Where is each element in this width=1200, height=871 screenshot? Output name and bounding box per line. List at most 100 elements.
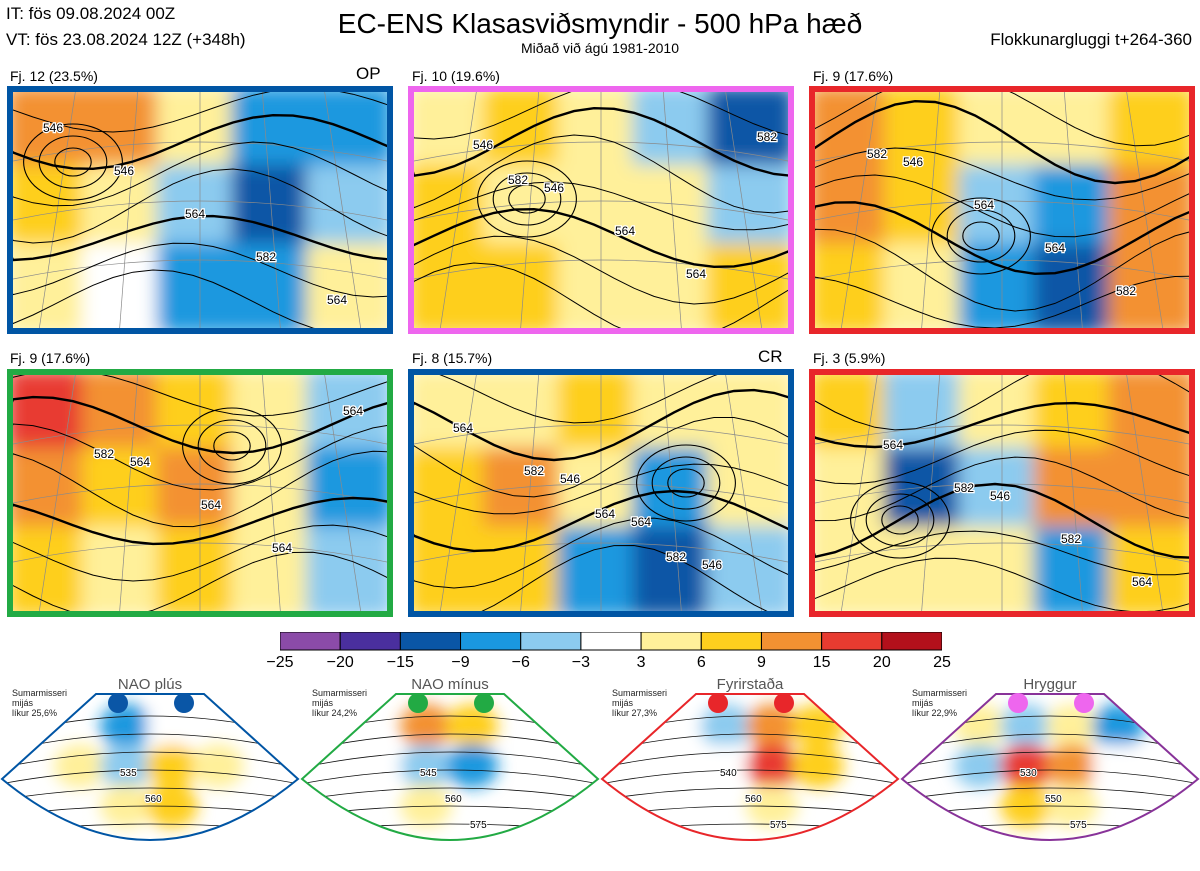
- regime-marker: [1008, 693, 1028, 713]
- colorbar-tick-label: 25: [933, 654, 951, 671]
- colorbar-tick-label: −20: [326, 654, 354, 671]
- closed-contour: [213, 431, 251, 461]
- height-contour: [815, 228, 1189, 312]
- regime-contour: [602, 769, 898, 785]
- classification-window: Flokkunargluggi t+264-360: [990, 30, 1192, 49]
- height-contour: [414, 388, 788, 462]
- contour-label: 582: [524, 464, 544, 478]
- init-time: IT: fös 09.08.2024 00Z: [6, 4, 176, 23]
- regime-nao-plus: NAO plús Sumarmisseri mijás líkur 25,6% …: [0, 676, 300, 871]
- regime-border: [600, 693, 900, 841]
- colorbar-tick-label: 3: [636, 654, 646, 671]
- colorbar-swatch: [580, 631, 642, 651]
- graticule-line: [921, 92, 941, 328]
- anomaly-cell: [707, 447, 788, 539]
- anomaly-cell: [815, 92, 896, 177]
- regime-marker: [708, 693, 728, 713]
- regime-contour: [602, 787, 898, 801]
- contour-label: 564: [343, 404, 363, 418]
- graticule-line: [439, 375, 477, 611]
- colorbar-swatch: [881, 631, 943, 651]
- regime-contour-label: 560: [745, 794, 762, 805]
- contour-label: 564: [272, 541, 292, 555]
- colorbar-swatch: [760, 631, 823, 651]
- height-contour: [13, 524, 387, 582]
- closed-contour: [931, 197, 1031, 275]
- height-contour: [13, 496, 387, 546]
- colorbar-tick-label: 15: [812, 654, 831, 671]
- graticule-line: [261, 92, 281, 328]
- contour-label: 582: [954, 481, 974, 495]
- cluster-map-2: 546 546 564 564 582 582: [408, 86, 794, 334]
- graticule-line: [840, 375, 878, 611]
- closed-contour: [477, 160, 577, 238]
- height-contour: [815, 429, 1189, 485]
- anomaly-cell: [414, 447, 495, 539]
- anomaly-cell: [414, 526, 495, 611]
- regime-anomaly: [354, 744, 406, 788]
- regime-contour-label: 545: [420, 768, 437, 779]
- closed-contour: [946, 209, 1016, 263]
- height-contour: [815, 201, 1189, 276]
- colorbar-swatch: [279, 631, 341, 651]
- regime-description: Sumarmisseri mijás líkur 22,9%: [912, 688, 968, 718]
- regime-anomaly: [1046, 744, 1098, 788]
- closed-contour: [54, 147, 92, 177]
- regime-contour-label: 530: [1020, 768, 1037, 779]
- anomaly-cell: [707, 92, 788, 177]
- anomaly-cell: [414, 164, 495, 256]
- regime-marker: [408, 693, 428, 713]
- anomaly-cell: [815, 526, 896, 611]
- contour-label: 546: [473, 138, 493, 152]
- height-contour: [815, 482, 1189, 559]
- anomaly-cell: [13, 447, 94, 539]
- anomaly-cell: [231, 164, 319, 256]
- panel-5-label: Fj. 8 (15.7%): [412, 350, 493, 366]
- height-contour: [414, 106, 788, 177]
- closed-contour: [197, 419, 267, 473]
- colorbar-tick-label: 20: [872, 654, 891, 671]
- contour-label: 564: [615, 224, 635, 238]
- regime-title: NAO mínus: [411, 676, 489, 693]
- regime-description: Sumarmisseri mijás líkur 25,6%: [12, 688, 68, 718]
- colorbar-swatch: [339, 631, 401, 651]
- contour-label: 582: [666, 550, 686, 564]
- regime-contour: [602, 751, 898, 769]
- height-contour: [815, 275, 1189, 328]
- regime-contour-label: 560: [145, 794, 162, 805]
- height-contour: [414, 235, 788, 305]
- height-contour: [13, 423, 387, 491]
- regime-anomaly: [192, 744, 244, 788]
- height-contour: [815, 92, 1189, 147]
- height-contour: [815, 375, 1189, 431]
- colorbar-tick-label: −9: [451, 654, 470, 671]
- contour-label: 564: [1045, 241, 1065, 255]
- anomaly-cell: [306, 526, 387, 611]
- contour-label: 546: [560, 472, 580, 486]
- closed-contour: [636, 444, 736, 522]
- anomaly-cell: [1108, 447, 1189, 539]
- regime-anomaly: [146, 704, 198, 748]
- anomaly-cell: [632, 375, 720, 460]
- regime-border: [300, 693, 600, 841]
- regime-title: Hryggur: [1023, 676, 1077, 693]
- panel-1-tag: OP: [356, 64, 381, 83]
- graticule-line: [1126, 92, 1164, 328]
- graticule-line: [119, 92, 139, 328]
- colorbar-swatch: [520, 631, 582, 651]
- panel-6-label: Fj. 3 (5.9%): [813, 350, 886, 366]
- regime-contour: [902, 787, 1198, 801]
- regime-anomaly: [100, 744, 152, 788]
- regime-anomaly: [446, 704, 498, 748]
- height-contour: [414, 134, 788, 214]
- height-contour: [13, 395, 387, 455]
- contour-label: 564: [631, 515, 651, 529]
- regime-contour: [2, 769, 298, 785]
- regime-anomaly: [100, 704, 152, 748]
- anomaly-cell: [1108, 92, 1189, 177]
- regime-contour-label: 575: [470, 820, 487, 831]
- regime-marker: [474, 693, 494, 713]
- colorbar-swatch: [460, 631, 522, 651]
- contour-label: 564: [883, 438, 903, 452]
- contour-label: 564: [686, 267, 706, 281]
